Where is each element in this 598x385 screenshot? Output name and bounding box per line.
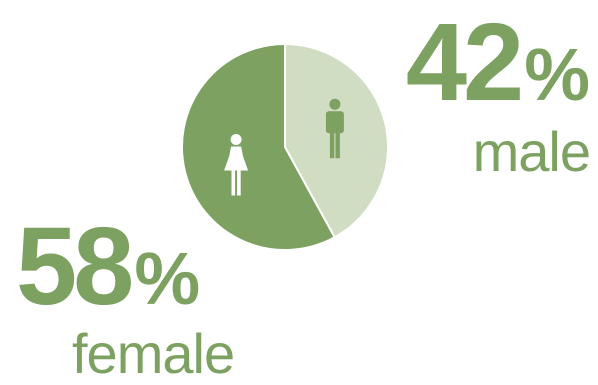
pie-slice-female	[181, 42, 336, 251]
female-percentage-unit: %	[134, 237, 201, 320]
male-stat: 42% male	[406, 8, 591, 183]
male-percentage: 42%	[406, 8, 590, 118]
male-person-icon	[325, 98, 344, 159]
female-person-icon	[224, 134, 249, 196]
female-percentage: 58%	[16, 212, 234, 322]
female-label: female	[72, 322, 235, 385]
male-percentage-value: 42	[405, 1, 524, 124]
female-percentage-value: 58	[16, 205, 134, 328]
pie-chart	[181, 42, 389, 251]
male-label: male	[472, 120, 591, 183]
male-percentage-unit: %	[524, 33, 590, 116]
female-stat: 58% female	[16, 212, 235, 385]
